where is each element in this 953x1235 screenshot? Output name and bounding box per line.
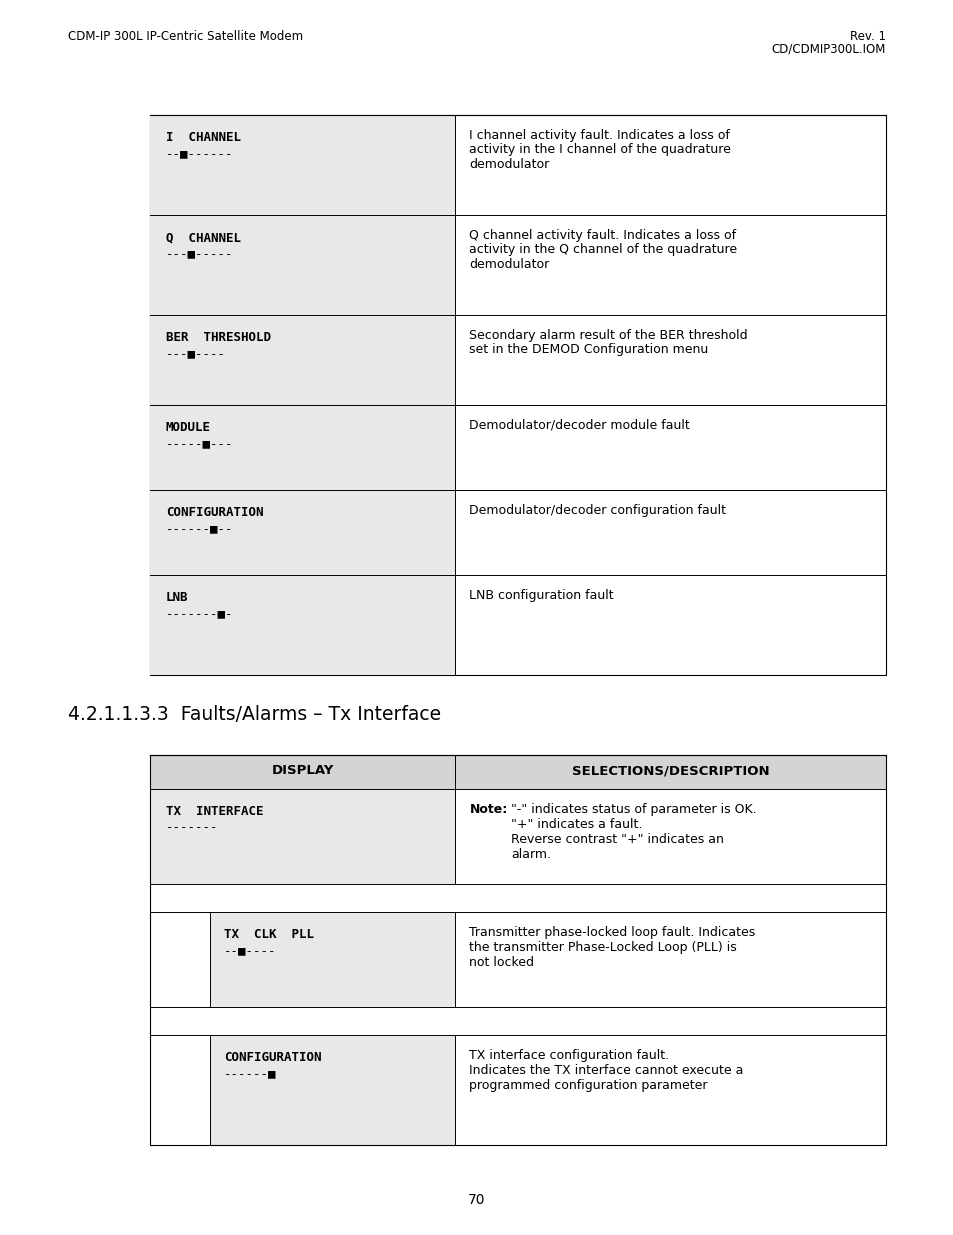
Text: 4.2.1.1.3.3  Faults/Alarms – Tx Interface: 4.2.1.1.3.3 Faults/Alarms – Tx Interface: [68, 705, 440, 724]
Text: --■------: --■------: [166, 147, 233, 161]
Text: CDM-IP 300L IP-Centric Satellite Modem: CDM-IP 300L IP-Centric Satellite Modem: [68, 30, 303, 43]
Text: Demodulator/decoder module fault: Demodulator/decoder module fault: [469, 419, 689, 432]
Text: Rev. 1: Rev. 1: [849, 30, 885, 43]
Text: activity in the I channel of the quadrature: activity in the I channel of the quadrat…: [469, 143, 731, 157]
Text: I  CHANNEL: I CHANNEL: [166, 131, 241, 144]
Bar: [150, 315, 455, 405]
Text: demodulator: demodulator: [469, 258, 549, 270]
Text: TX  CLK  PLL: TX CLK PLL: [224, 927, 314, 941]
Text: ---■----: ---■----: [166, 347, 226, 359]
Text: "-" indicates status of parameter is OK.: "-" indicates status of parameter is OK.: [511, 803, 757, 816]
Text: Demodulator/decoder configuration fault: Demodulator/decoder configuration fault: [469, 504, 725, 517]
Text: alarm.: alarm.: [511, 848, 551, 861]
Bar: [150, 115, 885, 676]
Text: Reverse contrast "+" indicates an: Reverse contrast "+" indicates an: [511, 832, 723, 846]
Text: Indicates the TX interface cannot execute a: Indicates the TX interface cannot execut…: [469, 1065, 743, 1077]
Text: Transmitter phase-locked loop fault. Indicates: Transmitter phase-locked loop fault. Ind…: [469, 926, 755, 939]
Text: BER  THRESHOLD: BER THRESHOLD: [166, 331, 271, 345]
Text: Note:: Note:: [469, 803, 507, 816]
Text: not locked: not locked: [469, 956, 534, 969]
Text: the transmitter Phase-Locked Loop (PLL) is: the transmitter Phase-Locked Loop (PLL) …: [469, 941, 737, 953]
Text: ---■-----: ---■-----: [166, 247, 233, 261]
Bar: [210, 1035, 455, 1145]
Text: ------■--: ------■--: [166, 522, 233, 535]
Text: SELECTIONS/DESCRIPTION: SELECTIONS/DESCRIPTION: [571, 764, 769, 778]
Text: Q channel activity fault. Indicates a loss of: Q channel activity fault. Indicates a lo…: [469, 228, 736, 242]
Text: -------: -------: [166, 821, 218, 834]
Text: "+" indicates a fault.: "+" indicates a fault.: [511, 818, 642, 831]
Text: CD/CDMIP300L.IOM: CD/CDMIP300L.IOM: [771, 42, 885, 56]
Text: Q  CHANNEL: Q CHANNEL: [166, 231, 241, 245]
Bar: [150, 115, 455, 215]
Text: Secondary alarm result of the BER threshold: Secondary alarm result of the BER thresh…: [469, 329, 747, 342]
Bar: [150, 789, 455, 884]
Text: demodulator: demodulator: [469, 158, 549, 170]
Text: --■----: --■----: [224, 944, 276, 957]
Text: activity in the Q channel of the quadrature: activity in the Q channel of the quadrat…: [469, 243, 737, 257]
Text: ------■: ------■: [224, 1067, 276, 1079]
Bar: [150, 405, 455, 490]
Bar: [150, 576, 455, 676]
Bar: [455, 755, 885, 789]
Text: DISPLAY: DISPLAY: [272, 764, 334, 778]
Text: CONFIGURATION: CONFIGURATION: [224, 1051, 321, 1065]
Text: TX interface configuration fault.: TX interface configuration fault.: [469, 1049, 669, 1062]
Text: -------■-: -------■-: [166, 606, 233, 620]
Text: I channel activity fault. Indicates a loss of: I channel activity fault. Indicates a lo…: [469, 128, 730, 142]
Text: LNB: LNB: [166, 592, 189, 604]
Text: 70: 70: [468, 1193, 485, 1207]
Text: -----■---: -----■---: [166, 437, 233, 450]
Bar: [150, 215, 455, 315]
Text: TX  INTERFACE: TX INTERFACE: [166, 805, 263, 818]
Text: CONFIGURATION: CONFIGURATION: [166, 506, 263, 519]
Text: MODULE: MODULE: [166, 421, 211, 433]
Text: programmed configuration parameter: programmed configuration parameter: [469, 1079, 707, 1092]
Bar: [150, 490, 455, 576]
Bar: [210, 911, 455, 1007]
Text: LNB configuration fault: LNB configuration fault: [469, 589, 614, 601]
Bar: [150, 755, 455, 789]
Bar: [150, 755, 885, 1145]
Text: set in the DEMOD Configuration menu: set in the DEMOD Configuration menu: [469, 343, 708, 357]
